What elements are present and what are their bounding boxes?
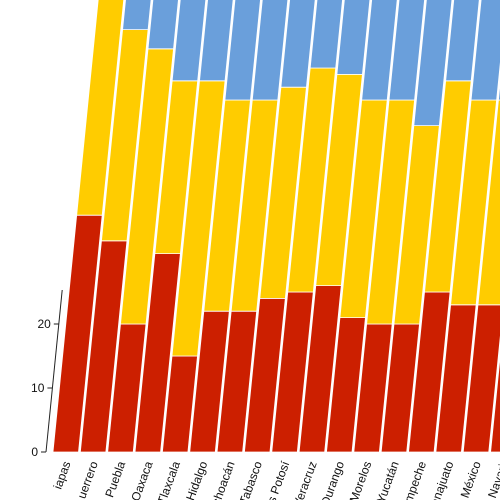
y-tick-label: 0: [31, 445, 38, 459]
bar-segment-1-16: [462, 304, 500, 453]
bar-segment-3-14: [445, 0, 480, 82]
bar-segment-3-2: [122, 0, 152, 31]
y-tick-label: 10: [31, 381, 45, 395]
category-label: iapas: [51, 459, 74, 491]
bar-segment-3-12: [388, 0, 425, 101]
category-label: uerrero: [75, 459, 101, 500]
y-axis-line: [45, 289, 63, 453]
bar-segment-3-10: [336, 0, 371, 75]
bar-segment-3-3: [147, 0, 179, 50]
bar-segment-3-15: [470, 0, 500, 101]
category-label: México: [458, 459, 484, 500]
bar-segment-3-7: [251, 0, 289, 101]
category-label: Hidalgo: [183, 459, 210, 500]
category-label: Tabasco: [237, 459, 266, 500]
bar-segment-3-4: [171, 0, 207, 82]
bar-segment-3-9: [309, 0, 343, 69]
category-label: mpeche: [401, 459, 429, 500]
category-label: Veracruz: [290, 459, 319, 500]
y-axis: 0 10 20: [31, 289, 63, 459]
category-label: Tlaxcala: [155, 459, 184, 500]
category-label: Yucatán: [374, 459, 402, 500]
category-label: Puebla: [102, 459, 128, 499]
bar-segment-3-11: [361, 0, 398, 101]
bar-segment-3-5: [199, 0, 234, 82]
category-label: Oaxaca: [128, 459, 155, 500]
category-label: Durango: [318, 459, 347, 500]
y-tick-label: 20: [37, 317, 51, 331]
category-label: Morelos: [347, 459, 375, 500]
bar-segment-3-6: [224, 0, 261, 101]
category-label: anajuato: [428, 459, 457, 500]
bar-segment-3-8: [280, 0, 316, 88]
bar-segment-2-16: [477, 99, 500, 306]
category-label: choacán: [209, 459, 238, 500]
category-label: Nayarit: [485, 459, 500, 500]
category-label: s Potosí: [264, 459, 292, 500]
bar-segment-1-17: [490, 353, 500, 453]
bar-segment-2-1: [76, 0, 125, 216]
bars-layer: [52, 0, 500, 453]
bar-segment-3-13: [413, 0, 453, 126]
